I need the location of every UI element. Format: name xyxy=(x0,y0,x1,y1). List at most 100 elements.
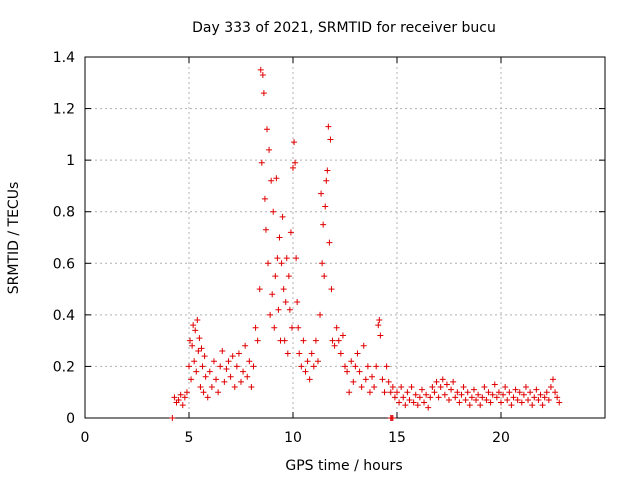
data-point xyxy=(240,368,247,375)
data-point xyxy=(169,415,176,421)
data-point xyxy=(512,386,519,393)
data-point xyxy=(547,384,554,391)
data-point xyxy=(200,389,207,396)
data-point xyxy=(387,389,394,396)
data-point xyxy=(210,358,217,365)
data-point xyxy=(287,229,294,236)
series-points xyxy=(169,66,563,421)
data-point xyxy=(304,358,311,365)
data-point xyxy=(475,391,482,398)
data-point xyxy=(373,363,380,370)
data-point xyxy=(227,373,234,380)
data-point xyxy=(296,350,303,357)
data-point xyxy=(290,164,296,171)
data-point xyxy=(260,90,267,97)
data-point xyxy=(238,378,244,385)
y-axis: 0 0.2 0.4 0.6 0.8 1 1.2 1.4 xyxy=(53,50,605,427)
data-point xyxy=(197,384,204,391)
data-point xyxy=(350,378,357,385)
x-tick-label: 15 xyxy=(388,430,406,446)
data-point xyxy=(279,213,286,220)
data-point xyxy=(272,273,279,280)
data-point xyxy=(356,368,363,375)
data-point xyxy=(539,402,546,409)
data-point xyxy=(189,342,196,349)
data-point xyxy=(371,384,378,391)
y-tick-label: 0.6 xyxy=(53,256,75,272)
data-point xyxy=(324,167,331,174)
data-point xyxy=(231,384,238,391)
data-point xyxy=(293,255,300,262)
data-point xyxy=(298,363,305,370)
data-point xyxy=(423,391,430,398)
data-point xyxy=(448,386,455,393)
data-point xyxy=(376,317,383,324)
data-point xyxy=(213,376,220,383)
data-point xyxy=(270,208,277,215)
data-point xyxy=(219,347,226,354)
data-point xyxy=(215,389,222,396)
data-point xyxy=(217,363,224,370)
data-point xyxy=(498,399,504,406)
data-point xyxy=(225,358,232,365)
data-point xyxy=(191,358,198,365)
data-point xyxy=(283,255,290,262)
data-point xyxy=(258,159,265,166)
data-point xyxy=(364,363,371,370)
data-point xyxy=(433,378,440,385)
data-point xyxy=(291,139,298,146)
data-point xyxy=(454,389,461,396)
plot-frame xyxy=(84,56,606,419)
data-point xyxy=(531,394,538,401)
data-point xyxy=(554,394,561,401)
data-point xyxy=(404,389,411,396)
data-point xyxy=(322,203,329,210)
data-point xyxy=(396,399,403,406)
data-point xyxy=(398,384,405,391)
data-point xyxy=(320,221,327,228)
data-point xyxy=(328,286,335,293)
data-point xyxy=(550,376,556,383)
data-point xyxy=(493,394,500,401)
data-point xyxy=(525,396,532,403)
data-point xyxy=(462,396,469,403)
data-point xyxy=(321,273,328,280)
data-point xyxy=(541,394,548,401)
data-point xyxy=(394,389,400,396)
data-point xyxy=(261,195,268,202)
data-point xyxy=(250,363,257,370)
data-point xyxy=(274,255,281,262)
data-point xyxy=(171,394,178,401)
data-point xyxy=(354,350,361,357)
data-point xyxy=(323,177,330,184)
data-point xyxy=(188,376,195,383)
data-point xyxy=(500,391,507,398)
data-point xyxy=(268,177,275,184)
data-point xyxy=(450,378,457,385)
data-point xyxy=(331,342,338,349)
data-point xyxy=(282,298,289,305)
data-point xyxy=(470,386,477,393)
data-point xyxy=(342,363,348,370)
data-point xyxy=(421,399,428,406)
data-point xyxy=(276,234,283,241)
data-point xyxy=(389,415,396,421)
y-axis-label: SRMTID / TECUs xyxy=(6,182,22,295)
data-point xyxy=(265,260,272,267)
y-tick-label: 0.8 xyxy=(53,205,75,221)
data-point xyxy=(302,368,309,375)
data-point xyxy=(175,396,182,403)
data-point xyxy=(522,384,529,391)
data-point xyxy=(385,378,392,385)
data-point xyxy=(443,381,450,388)
data-point xyxy=(187,337,194,344)
data-point xyxy=(248,384,255,391)
data-point xyxy=(235,350,242,357)
data-point xyxy=(269,291,276,298)
data-point xyxy=(177,391,184,398)
data-point xyxy=(294,298,301,305)
data-point xyxy=(252,324,259,331)
data-point xyxy=(271,324,278,331)
data-point xyxy=(314,358,321,365)
data-point xyxy=(308,350,315,357)
